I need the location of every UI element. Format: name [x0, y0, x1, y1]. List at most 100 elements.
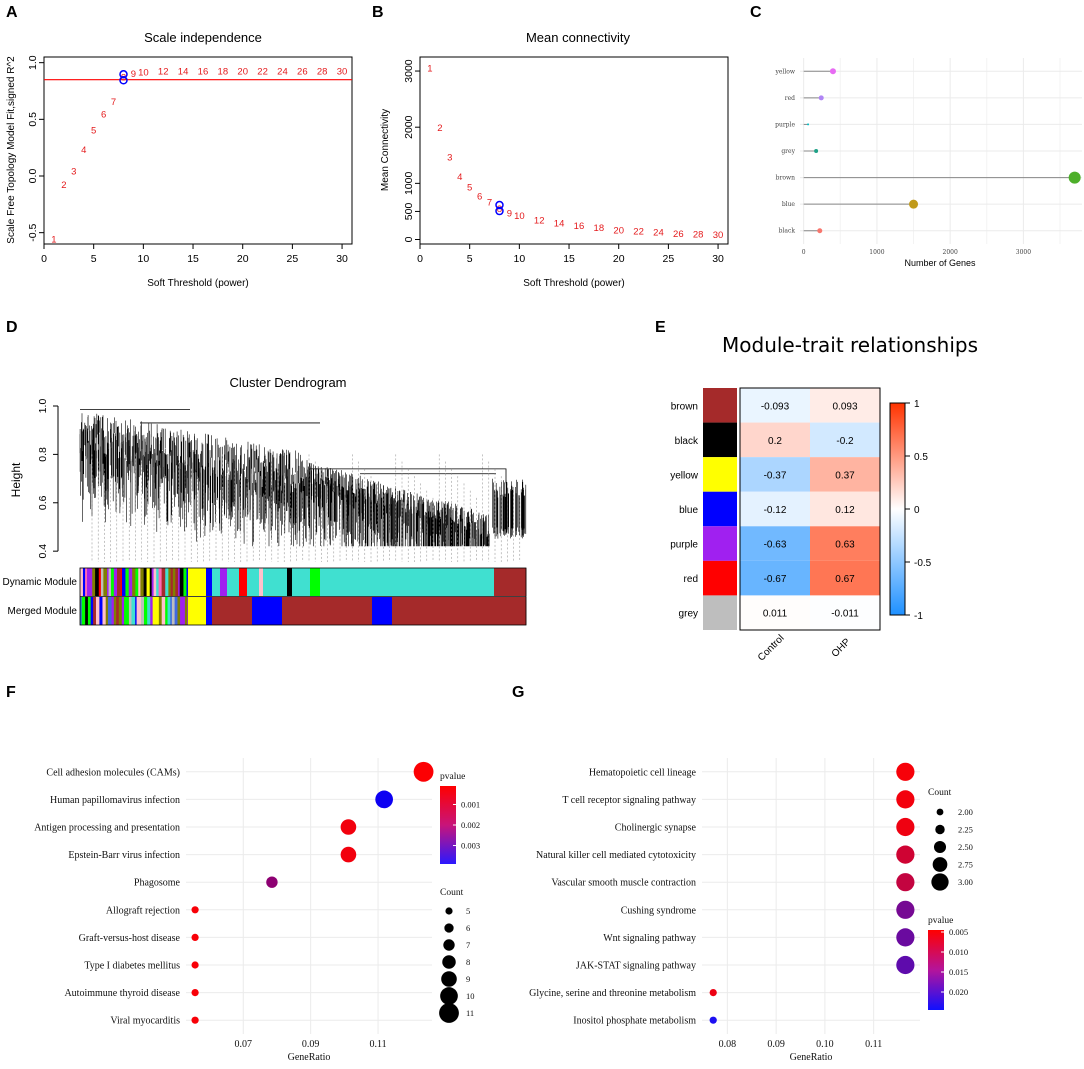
- panel-b-xtick-label: 5: [467, 253, 473, 265]
- panel-c-dynamic-module-block: [149, 568, 153, 596]
- panel-d-xtick-label: 2000: [943, 249, 958, 256]
- panel-c-dynamic-module-block: [140, 568, 145, 596]
- panel-c-dynamic-module-block: [179, 568, 184, 596]
- panel-c-dynamic-module-block: [85, 568, 88, 596]
- panel-label-g: G: [512, 684, 524, 701]
- panel-g-xtick-label: 0.11: [865, 1039, 882, 1050]
- panel-f-size-legend-dot: [445, 907, 453, 915]
- panel-f-category-label: Antigen processing and presentation: [34, 823, 180, 834]
- panel-f-size-legend-label: 10: [466, 991, 475, 1001]
- panel-a-xtick-label: 0: [41, 253, 47, 265]
- panel-c-merged-module-block: [107, 597, 112, 625]
- panel-label-c: D: [6, 319, 18, 336]
- panel-f-dot: [191, 989, 199, 997]
- panel-b-point-label: 20: [613, 225, 624, 236]
- panel-c-dynamic-module-block: [151, 568, 154, 596]
- panel-d-xtick-label: 0: [802, 249, 806, 256]
- panel-c-merged-module-block: [282, 597, 293, 625]
- panel-c-dynamic-module-block: [206, 568, 213, 596]
- panel-f-size-legend-title: Count: [440, 888, 464, 898]
- panel-e-cell: [740, 457, 810, 492]
- panel-g-dot: [896, 900, 915, 919]
- panel-b-xtick-label: 15: [563, 253, 575, 265]
- panel-c-dynamic-module-block: [156, 568, 159, 596]
- panel-f-dot: [340, 819, 357, 835]
- panel-c-merged-module-block: [177, 597, 181, 625]
- panel-b-ytick-label: 0: [403, 236, 415, 242]
- panel-d-xtick-label: 1000: [869, 249, 884, 256]
- panel-b-selected-point: [495, 206, 504, 216]
- panel-e-cell: [740, 388, 810, 423]
- panel-c-dynamic-module-block: [108, 568, 112, 596]
- panel-e-cell-label: 0.2: [768, 436, 782, 447]
- panel-g-dot: [896, 817, 915, 837]
- panel-c-merged-module-block: [184, 597, 188, 625]
- panel-e-legend-label: 0: [914, 505, 920, 516]
- panel-f-category-label: Viral myocarditis: [110, 1016, 180, 1027]
- panel-c-merged-module-block: [131, 597, 136, 625]
- panel-c-dynamic-module-block: [372, 568, 393, 596]
- panel-c-merged-module-block: [161, 597, 166, 625]
- panel-f-size-legend-label: 6: [466, 923, 470, 933]
- panel-g-category-label: Glycine, serine and threonine metabolism: [529, 988, 696, 999]
- panel-c-merged-module-block: [90, 597, 94, 625]
- panel-b-point-label: 18: [594, 223, 605, 234]
- panel-c-branches: [79, 413, 527, 547]
- panel-c-dynamic-module-block: [100, 568, 104, 596]
- panel-d-xlabel: Number of Genes: [904, 258, 976, 268]
- panel-f-colorbar-label: 0.003: [461, 841, 480, 851]
- panel-f-dot: [266, 876, 278, 888]
- panel-b-point-label: 30: [713, 230, 724, 241]
- panel-g-xtick-label: 0.10: [816, 1039, 834, 1050]
- panel-f-size-legend-dot: [440, 987, 458, 1005]
- panel-a-point-label: 2: [61, 180, 66, 191]
- panel-c-dynamic-module-block: [113, 568, 118, 596]
- panel-c-title: Cluster Dendrogram: [229, 375, 346, 390]
- panel-c-merged-module-block: [113, 597, 117, 625]
- panel-c-merged-module-block: [183, 597, 186, 625]
- panel-a-point-label: 5: [91, 126, 96, 137]
- panel-d-module-gene-counts: 0 1000 2000 3000 yellow red purple grey brown blu…: [774, 58, 1082, 268]
- panel-a-point-label: 12: [158, 67, 169, 78]
- panel-e-title: Module-trait relationships: [722, 333, 978, 357]
- panel-a-point-label: 16: [198, 67, 209, 78]
- panel-c-dynamic-module-block: [227, 568, 240, 596]
- panel-e-row-label: grey: [679, 609, 698, 620]
- panel-g-size-legend-dot: [935, 824, 945, 835]
- panel-c-merged-module-block: [128, 597, 132, 625]
- panel-c-merged-module-block: [105, 597, 109, 625]
- panel-f-size-legend-label: 9: [466, 974, 470, 984]
- panel-c-merged-module-block: [116, 597, 120, 625]
- panel-c-dynamic-module-block: [259, 568, 264, 596]
- panel-c-dynamic-module-block: [121, 568, 126, 596]
- panel-g-dot: [896, 955, 915, 975]
- panel-a-scale-independence: Scale independence 0 5 10 15 20 25 30-0.50.00.…: [6, 30, 353, 289]
- panel-c-dynamic-module-block: [392, 568, 495, 596]
- panel-c-dynamic-module-block: [132, 568, 136, 596]
- panel-c-merged-module-block: [143, 597, 148, 625]
- panel-a-ytick-label: -0.5: [27, 223, 39, 241]
- panel-c-merged-module-block: [111, 597, 115, 625]
- panel-f-size-legend-label: 8: [466, 957, 470, 967]
- panel-g-colorbar: [928, 930, 944, 1010]
- panel-f-size-legend-label: 7: [466, 940, 470, 950]
- panel-g-size-legend-dot: [936, 808, 944, 816]
- panel-g-plot-bg: [702, 758, 920, 1034]
- panel-f-dot: [191, 1016, 199, 1024]
- panel-e-cell-label: 0.37: [835, 470, 855, 481]
- panel-f-category-label: Human papillomavirus infection: [50, 795, 180, 806]
- panel-f-category-label: Type I diabetes mellitus: [84, 961, 180, 972]
- panel-g-category-label: Natural killer cell mediated cytotoxicit…: [536, 850, 696, 861]
- panel-c-dynamic-module-block: [82, 568, 86, 596]
- panel-g-dot: [896, 762, 915, 781]
- panel-label-d: C: [750, 4, 762, 21]
- panel-e-row-label: blue: [679, 505, 698, 516]
- panel-b-xtick-label: 30: [712, 253, 724, 265]
- panel-f-dot: [191, 906, 199, 914]
- panel-g-colorbar-label: 0.020: [949, 987, 968, 997]
- panel-b-selected-point: [495, 200, 504, 210]
- panel-a-point-label: 22: [257, 67, 268, 78]
- panel-b-point-label: 1: [427, 64, 432, 75]
- panel-e-module-trait-heatmap: Module-trait relationships brown -0.093 0.…: [670, 333, 978, 664]
